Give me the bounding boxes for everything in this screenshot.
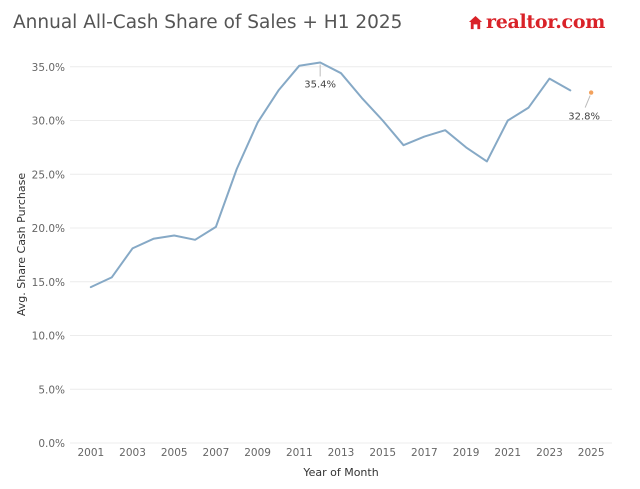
x-tick-label: 2013 [328, 447, 355, 459]
chart-title: Annual All-Cash Share of Sales + H1 2025 [13, 12, 403, 33]
y-tick-label: 25.0% [32, 169, 65, 181]
x-tick-label: 2019 [453, 447, 480, 459]
data-point [192, 237, 198, 243]
annotations: 35.4% 32.8% [304, 64, 600, 123]
gridlines [70, 66, 612, 444]
data-point [421, 134, 427, 140]
data-point [484, 158, 490, 164]
x-tick-label: 2015 [369, 447, 396, 459]
y-tick-label: 10.0% [32, 331, 65, 343]
y-tick-label: 20.0% [32, 223, 65, 235]
data-point [567, 87, 573, 93]
x-axis-title: Year of Month [302, 466, 378, 479]
data-point [380, 118, 386, 124]
x-tick-label: 2025 [578, 447, 605, 459]
data-point [234, 166, 240, 172]
y-axis: 0.0% 5.0% 10.0% 15.0% 20.0% 25.0% 30.0% 35.0% [32, 62, 65, 450]
data-label-h1-2025: 32.8% [568, 112, 600, 123]
x-tick-label: 2017 [411, 447, 438, 459]
brand-logo: realtor.com [468, 10, 605, 34]
data-point [255, 120, 261, 126]
x-tick-label: 2005 [161, 447, 188, 459]
data-point [546, 76, 552, 82]
x-tick-label: 2021 [494, 447, 521, 459]
x-tick-label: 2009 [244, 447, 271, 459]
x-tick-label: 2007 [203, 447, 230, 459]
series [88, 61, 594, 290]
x-tick-label: 2001 [77, 447, 104, 459]
h1-2025-point [588, 90, 594, 95]
y-tick-label: 35.0% [32, 62, 65, 74]
data-point [150, 236, 156, 242]
y-tick-label: 5.0% [38, 384, 65, 396]
data-point [526, 105, 532, 111]
y-tick-label: 0.0% [38, 438, 65, 450]
x-tick-label: 2011 [286, 447, 313, 459]
y-axis-title: Avg. Share Cash Purchase [15, 173, 28, 316]
series-line-annual [89, 61, 572, 289]
x-tick-label: 2023 [536, 447, 563, 459]
x-tick-label: 2003 [119, 447, 146, 459]
data-point [463, 144, 469, 150]
data-label-peak: 35.4% [304, 79, 336, 90]
data-point [171, 233, 177, 239]
data-point [338, 70, 344, 76]
data-point [109, 274, 115, 280]
data-point [213, 224, 219, 230]
house-icon [468, 15, 483, 29]
data-point [275, 87, 281, 93]
data-point [359, 95, 365, 101]
data-point [505, 118, 511, 124]
y-tick-label: 15.0% [32, 277, 65, 289]
data-point [442, 127, 448, 133]
x-axis: 2001 2003 2005 2007 2009 2011 2013 2015 2017 2019… [77, 447, 604, 459]
y-tick-label: 30.0% [32, 116, 65, 128]
data-point [130, 245, 136, 251]
data-point [296, 63, 302, 69]
brand-name: realtor.com [486, 11, 606, 33]
annotation-connector [584, 95, 591, 108]
data-point [88, 284, 94, 290]
data-point [401, 142, 407, 148]
